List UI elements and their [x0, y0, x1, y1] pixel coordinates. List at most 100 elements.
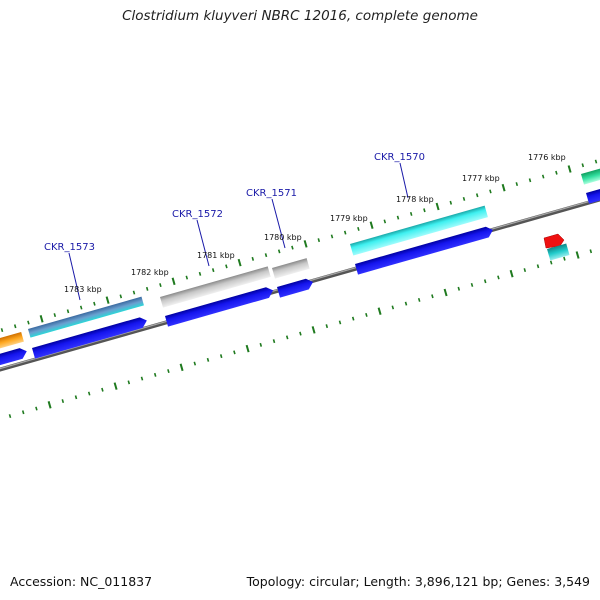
minor-tick [127, 380, 131, 385]
major-tick [47, 401, 52, 409]
minor-tick [594, 159, 598, 164]
accession-text: Accession: NC_011837 [10, 574, 153, 589]
minor-tick [285, 335, 289, 340]
gene-orange-left[interactable] [0, 331, 24, 354]
minor-tick [119, 294, 123, 299]
minor-tick [396, 215, 400, 220]
major-tick [443, 288, 448, 297]
gene-red-small[interactable] [543, 233, 565, 249]
minor-tick [549, 260, 553, 265]
minor-tick [497, 275, 500, 280]
major-tick [179, 363, 184, 372]
minor-tick [21, 410, 25, 415]
minor-tick [0, 328, 4, 333]
minor-tick [351, 316, 355, 321]
locus-label-CKR_1573[interactable]: CKR_1573 [44, 242, 95, 253]
minor-tick [219, 354, 223, 359]
inner-tick-ring [8, 249, 593, 419]
major-tick [245, 344, 250, 353]
map-title: Clostridium kluyveri NBRC 12016, complet… [122, 8, 478, 24]
minor-tick [581, 163, 585, 168]
cds-arrow-2[interactable] [32, 316, 148, 359]
minor-tick [365, 312, 368, 317]
minor-tick [225, 264, 228, 269]
gene-CKR_1573[interactable] [28, 296, 144, 338]
minor-tick [264, 253, 268, 258]
minor-tick [79, 305, 83, 310]
minor-tick [66, 309, 70, 314]
locus-label-CKR_1570[interactable]: CKR_1570 [374, 152, 425, 163]
cds-arrow-6[interactable] [586, 183, 600, 204]
kbp-label-1782: 1782 kbp [131, 268, 169, 277]
minor-tick [449, 200, 453, 205]
gene-CKR_1570[interactable] [350, 205, 488, 256]
minor-tick [563, 256, 566, 261]
major-tick [311, 326, 316, 334]
minor-tick [515, 182, 519, 187]
minor-tick [61, 399, 65, 404]
locus-label-CKR_1571[interactable]: CKR_1571 [246, 188, 297, 199]
minor-tick [272, 339, 276, 344]
minor-tick [423, 208, 426, 213]
major-tick [237, 258, 242, 267]
major-tick [435, 202, 440, 211]
minor-tick [233, 350, 236, 355]
major-tick [105, 296, 110, 304]
outer-tick-ring [0, 159, 598, 333]
minor-tick [391, 305, 395, 310]
major-tick [369, 221, 374, 229]
kbp-labels: 1776 kbp 1777 kbp 1778 kbp 1779 kbp 1780… [64, 153, 566, 294]
minor-tick [462, 196, 466, 201]
major-tick [575, 251, 580, 259]
locus-label-CKR_1572[interactable]: CKR_1572 [172, 209, 223, 220]
minor-tick [87, 391, 91, 396]
kbp-label-1777: 1777 kbp [462, 174, 500, 183]
minor-tick [483, 279, 487, 284]
cds-arrow-1[interactable] [0, 346, 28, 369]
features [0, 165, 600, 369]
cds-arrow-3[interactable] [165, 286, 275, 327]
minor-tick [167, 369, 170, 374]
minor-tick [489, 189, 492, 194]
minor-tick [409, 211, 413, 216]
minor-tick [259, 342, 263, 347]
minor-tick [470, 282, 474, 287]
minor-tick [555, 170, 558, 175]
minor-tick [13, 324, 17, 329]
gene-CKR_1572[interactable] [160, 266, 271, 308]
minor-tick [277, 249, 281, 254]
minor-tick [53, 313, 57, 318]
minor-tick [417, 297, 421, 302]
cds-arrow-5[interactable] [355, 225, 495, 275]
minor-tick [536, 264, 540, 269]
minor-tick [317, 238, 321, 243]
major-tick [509, 269, 514, 278]
major-tick [501, 183, 506, 192]
major-tick [39, 315, 44, 323]
minor-tick [523, 268, 527, 273]
minor-tick [330, 234, 334, 239]
minor-tick [74, 395, 78, 400]
minor-tick [431, 294, 434, 299]
kbp-label-1783: 1783 kbp [64, 285, 102, 294]
minor-tick [251, 256, 255, 261]
gene-teal-small[interactable] [547, 243, 570, 261]
cds-arrow-4[interactable] [277, 277, 315, 298]
minor-tick [35, 406, 38, 411]
major-tick [171, 277, 176, 286]
minor-tick [457, 286, 461, 291]
minor-tick [325, 324, 329, 329]
minor-tick [475, 193, 479, 198]
gene-green-right[interactable] [581, 165, 600, 185]
minor-tick [198, 271, 202, 276]
gene-CKR_1571[interactable] [272, 258, 310, 279]
minor-tick [145, 286, 149, 291]
minor-tick [541, 174, 545, 179]
minor-tick [338, 320, 342, 325]
minor-tick [185, 275, 189, 280]
kbp-label-1778: 1778 kbp [396, 195, 434, 204]
minor-tick [159, 283, 162, 288]
minor-tick [404, 301, 408, 306]
major-tick [303, 240, 308, 248]
